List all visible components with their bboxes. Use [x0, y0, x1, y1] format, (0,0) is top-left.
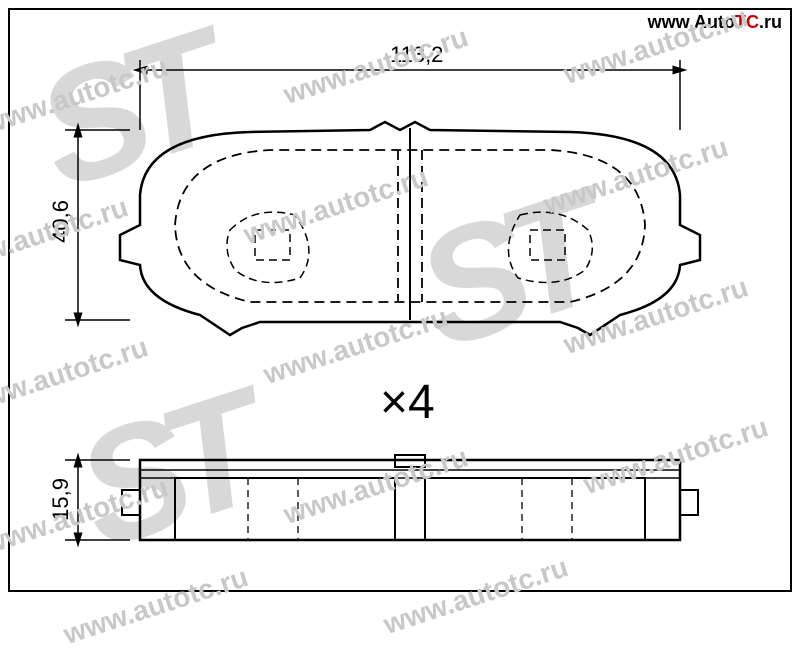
dim-thickness: 15,9: [48, 478, 74, 521]
pad-side-view: [122, 455, 698, 540]
dim-height: 40,6: [48, 200, 74, 243]
dim-width: 113,2: [390, 42, 443, 68]
quantity-label: ×4: [380, 375, 435, 430]
pad-front-view: [120, 122, 700, 335]
technical-drawing: [0, 0, 800, 600]
